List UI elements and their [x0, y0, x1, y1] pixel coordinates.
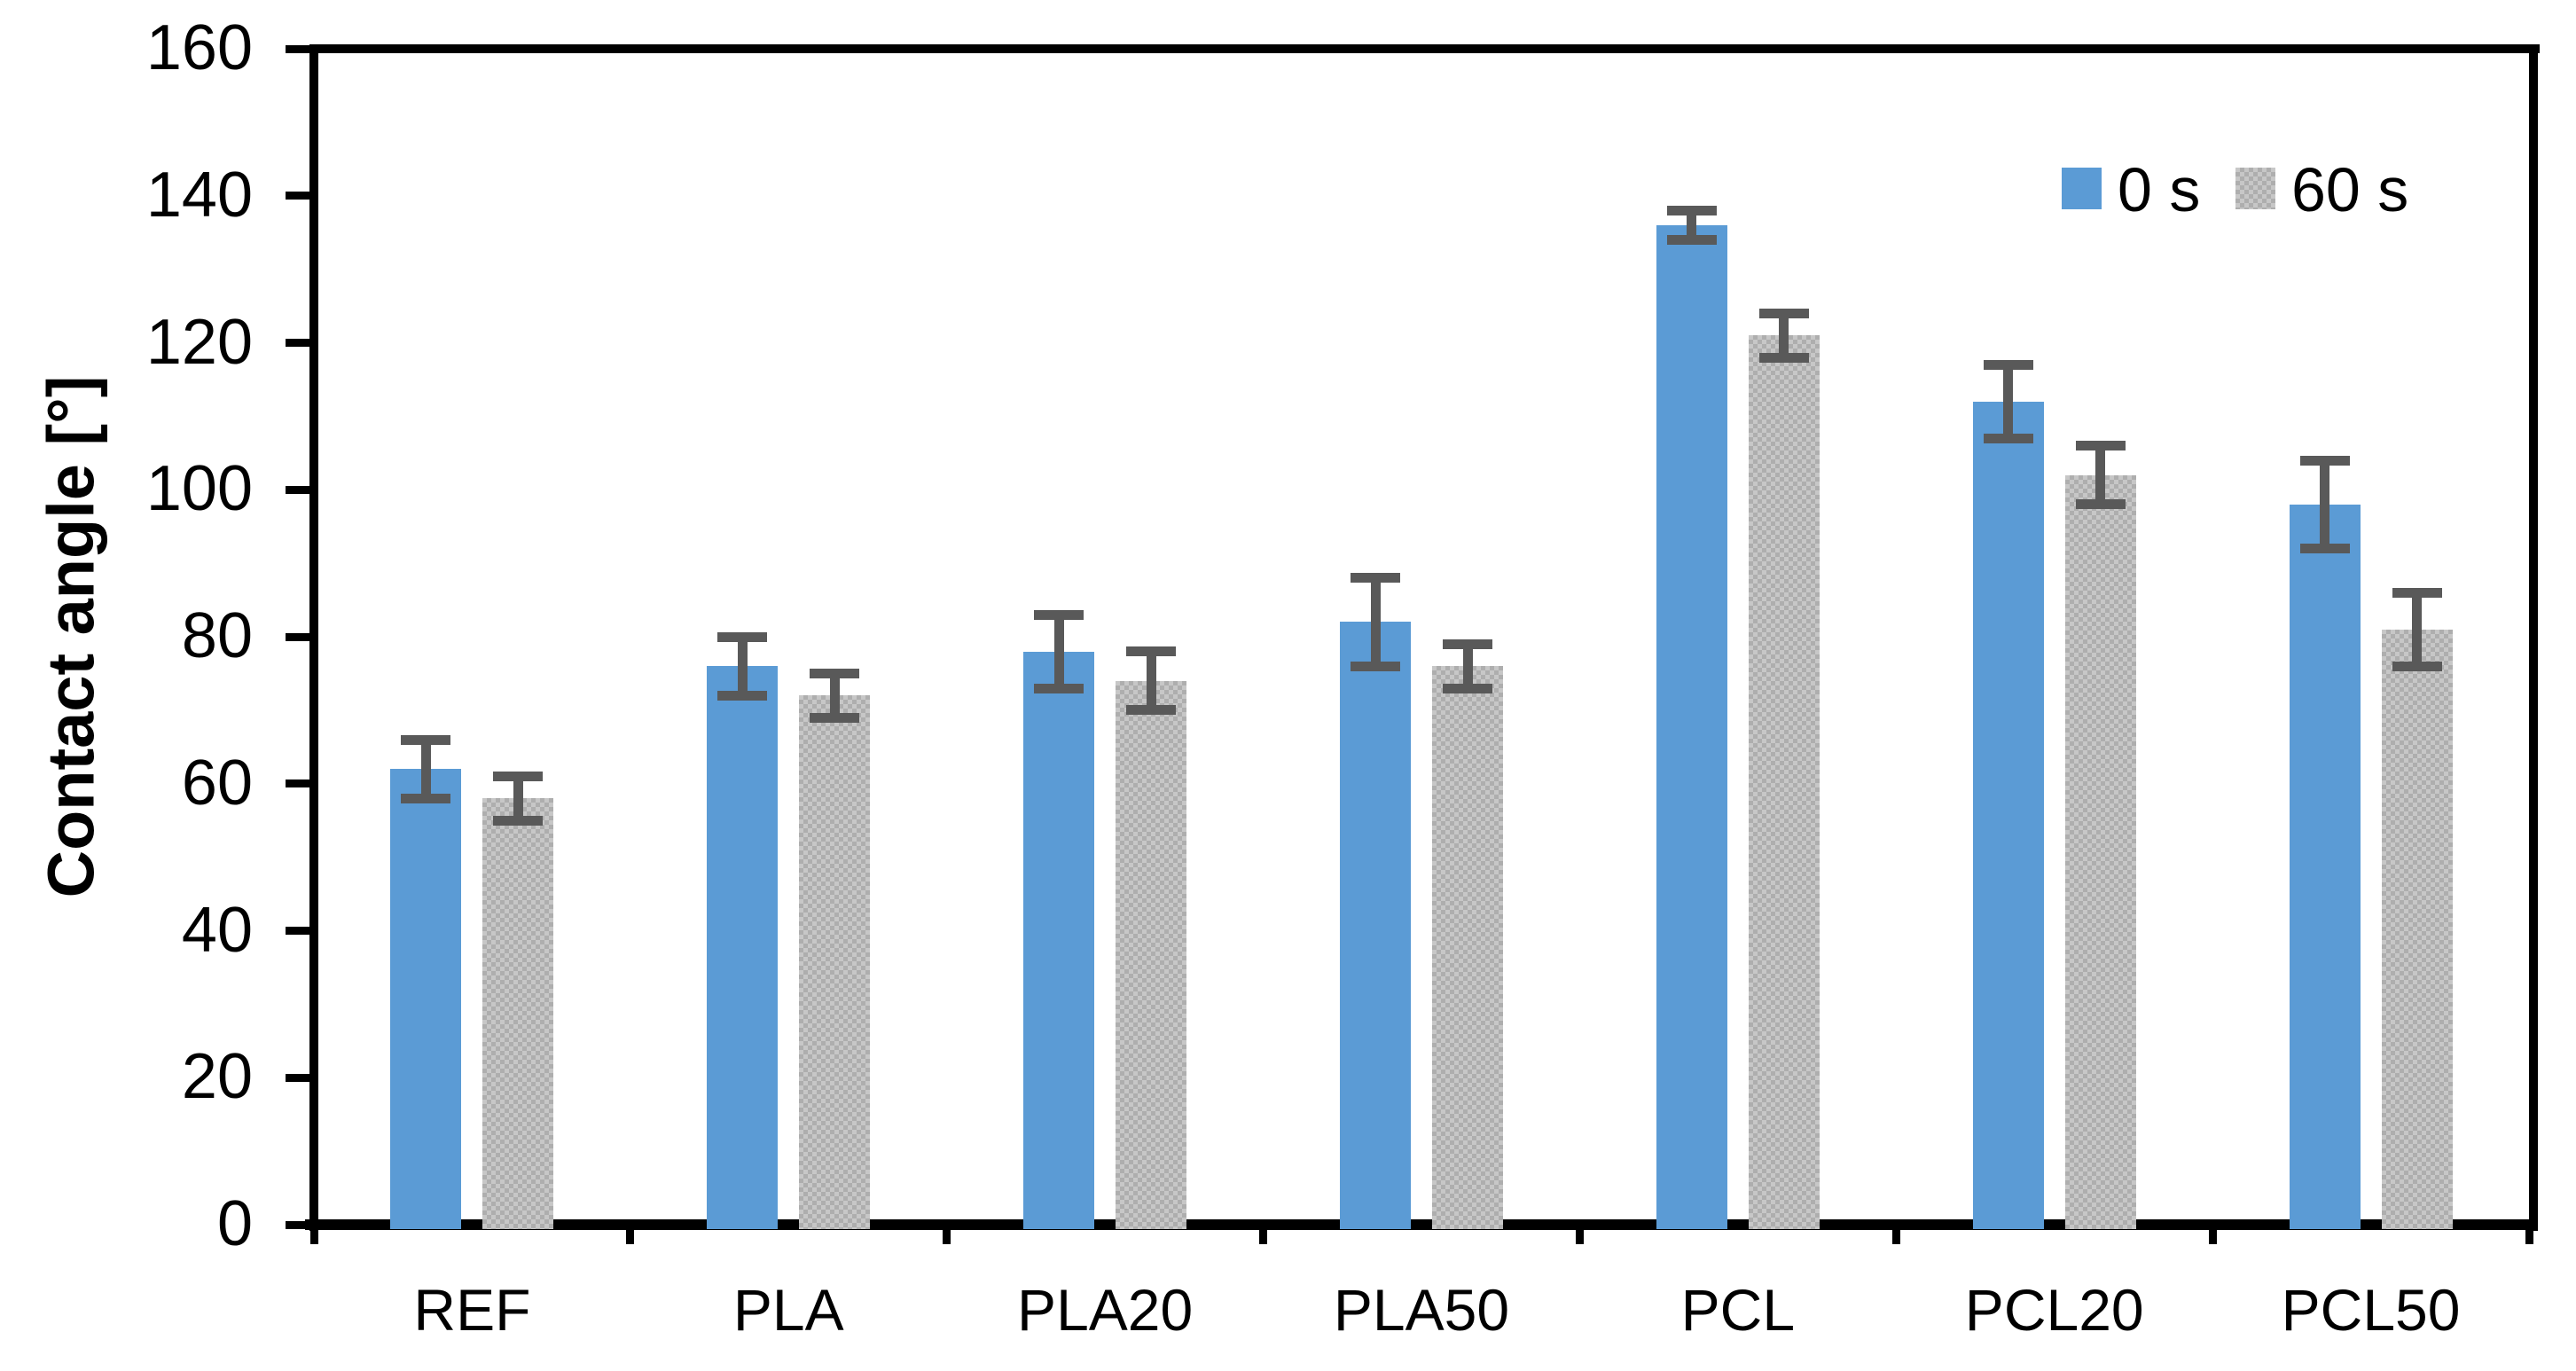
bar-PCL20-60s — [2064, 474, 2136, 1229]
y-tick — [286, 44, 312, 53]
x-category-label: PCL50 — [2281, 1277, 2461, 1343]
error-bar-line — [2003, 364, 2014, 439]
x-category-label: PCL20 — [1964, 1277, 2144, 1343]
bar-PCL-0s — [1656, 224, 1727, 1229]
error-bar-line — [513, 776, 523, 821]
y-tick-label: 20 — [181, 1041, 253, 1113]
x-tick — [943, 1221, 951, 1244]
x-tick — [1891, 1221, 1900, 1244]
error-bar-line — [1779, 313, 1789, 358]
x-tick — [309, 1221, 318, 1244]
bar-PCL-60s — [1748, 335, 1820, 1229]
y-tick — [286, 485, 312, 494]
y-tick — [286, 927, 312, 935]
error-bar-line — [737, 637, 748, 696]
plot-border-right — [2529, 44, 2538, 1231]
error-bar-cap-bottom — [1443, 683, 1492, 693]
x-tick — [2208, 1221, 2217, 1244]
y-tick-label: 100 — [145, 453, 253, 525]
error-bar-cap-bottom — [493, 815, 544, 826]
error-bar-cap-bottom — [2392, 661, 2442, 671]
x-category-label: REF — [413, 1277, 531, 1343]
bar-PLA20-60s — [1116, 680, 1187, 1229]
x-tick — [626, 1221, 635, 1244]
y-tick — [286, 1220, 312, 1229]
error-bar-cap-bottom — [1351, 661, 1400, 671]
y-axis-line — [309, 44, 318, 1231]
y-tick — [286, 339, 312, 347]
bar-PCL50-60s — [2381, 629, 2453, 1229]
bar-REF-60s — [482, 798, 554, 1229]
bar-PLA-0s — [707, 666, 779, 1229]
x-category-label: PLA20 — [1017, 1277, 1194, 1343]
error-bar-cap-top — [1758, 308, 1809, 318]
legend-swatch-60s — [2235, 168, 2275, 209]
bar-REF-0s — [390, 769, 462, 1229]
y-tick — [286, 780, 312, 788]
error-bar-line — [1687, 210, 1697, 240]
error-bar-line — [2412, 592, 2423, 667]
x-category-label: PCL — [1680, 1277, 1796, 1343]
x-tick — [1259, 1221, 1268, 1244]
y-tick — [286, 632, 312, 641]
bar-PLA20-0s — [1023, 651, 1095, 1229]
error-bar-cap-top — [2075, 441, 2126, 451]
error-bar-line — [829, 673, 840, 718]
x-category-label: PLA50 — [1333, 1277, 1510, 1343]
error-bar-cap-top — [1983, 359, 2033, 370]
error-bar-cap-top — [1351, 573, 1400, 584]
error-bar-cap-bottom — [1126, 705, 1177, 716]
y-tick-label: 160 — [145, 12, 253, 83]
plot-border-top — [309, 44, 2540, 53]
error-bar-cap-top — [717, 631, 768, 642]
x-axis-line — [305, 1219, 2538, 1230]
error-bar-line — [2320, 460, 2330, 549]
error-bar-cap-bottom — [810, 712, 860, 723]
error-bar-cap-top — [1443, 638, 1492, 649]
error-bar-cap-bottom — [1758, 352, 1809, 363]
legend-label-60s: 60 s — [2291, 155, 2409, 224]
error-bar-cap-bottom — [401, 793, 451, 803]
error-bar-line — [1462, 644, 1473, 688]
bar-PCL20-0s — [1972, 401, 2044, 1229]
error-bar-cap-bottom — [2075, 499, 2126, 510]
bar-PLA50-60s — [1432, 666, 1503, 1229]
error-bar-cap-top — [2392, 587, 2442, 598]
error-bar-cap-top — [401, 734, 451, 745]
y-tick-label: 60 — [181, 747, 253, 819]
error-bar-cap-bottom — [1666, 234, 1717, 245]
y-tick-label: 140 — [145, 159, 253, 231]
error-bar-line — [1146, 651, 1156, 710]
bar-PLA50-0s — [1340, 622, 1411, 1229]
error-bar-cap-bottom — [1983, 433, 2033, 443]
y-tick-label: 40 — [181, 894, 253, 966]
error-bar-line — [420, 740, 431, 799]
error-bar-cap-top — [1126, 646, 1177, 657]
y-tick-label: 80 — [181, 600, 253, 671]
x-tick — [2525, 1221, 2533, 1244]
y-tick — [286, 192, 312, 200]
error-bar-line — [1053, 615, 1064, 688]
y-tick — [286, 1073, 312, 1082]
error-bar-line — [1370, 577, 1381, 667]
error-bar-line — [2095, 445, 2106, 505]
y-tick-label: 0 — [216, 1188, 253, 1259]
x-tick — [1575, 1221, 1584, 1244]
error-bar-cap-top — [493, 771, 544, 781]
bar-PLA-60s — [799, 695, 871, 1229]
error-bar-cap-top — [2299, 455, 2350, 466]
error-bar-cap-bottom — [2299, 544, 2350, 554]
legend-swatch-0s — [2062, 168, 2102, 209]
error-bar-cap-top — [1666, 205, 1717, 215]
legend-label-0s: 0 s — [2118, 155, 2201, 224]
error-bar-cap-top — [810, 668, 860, 678]
error-bar-cap-top — [1034, 609, 1084, 620]
error-bar-cap-bottom — [717, 690, 768, 701]
x-category-label: PLA — [732, 1277, 844, 1343]
y-tick-label: 120 — [145, 306, 253, 378]
error-bar-cap-bottom — [1034, 683, 1084, 693]
bar-PCL50-0s — [2289, 504, 2361, 1229]
